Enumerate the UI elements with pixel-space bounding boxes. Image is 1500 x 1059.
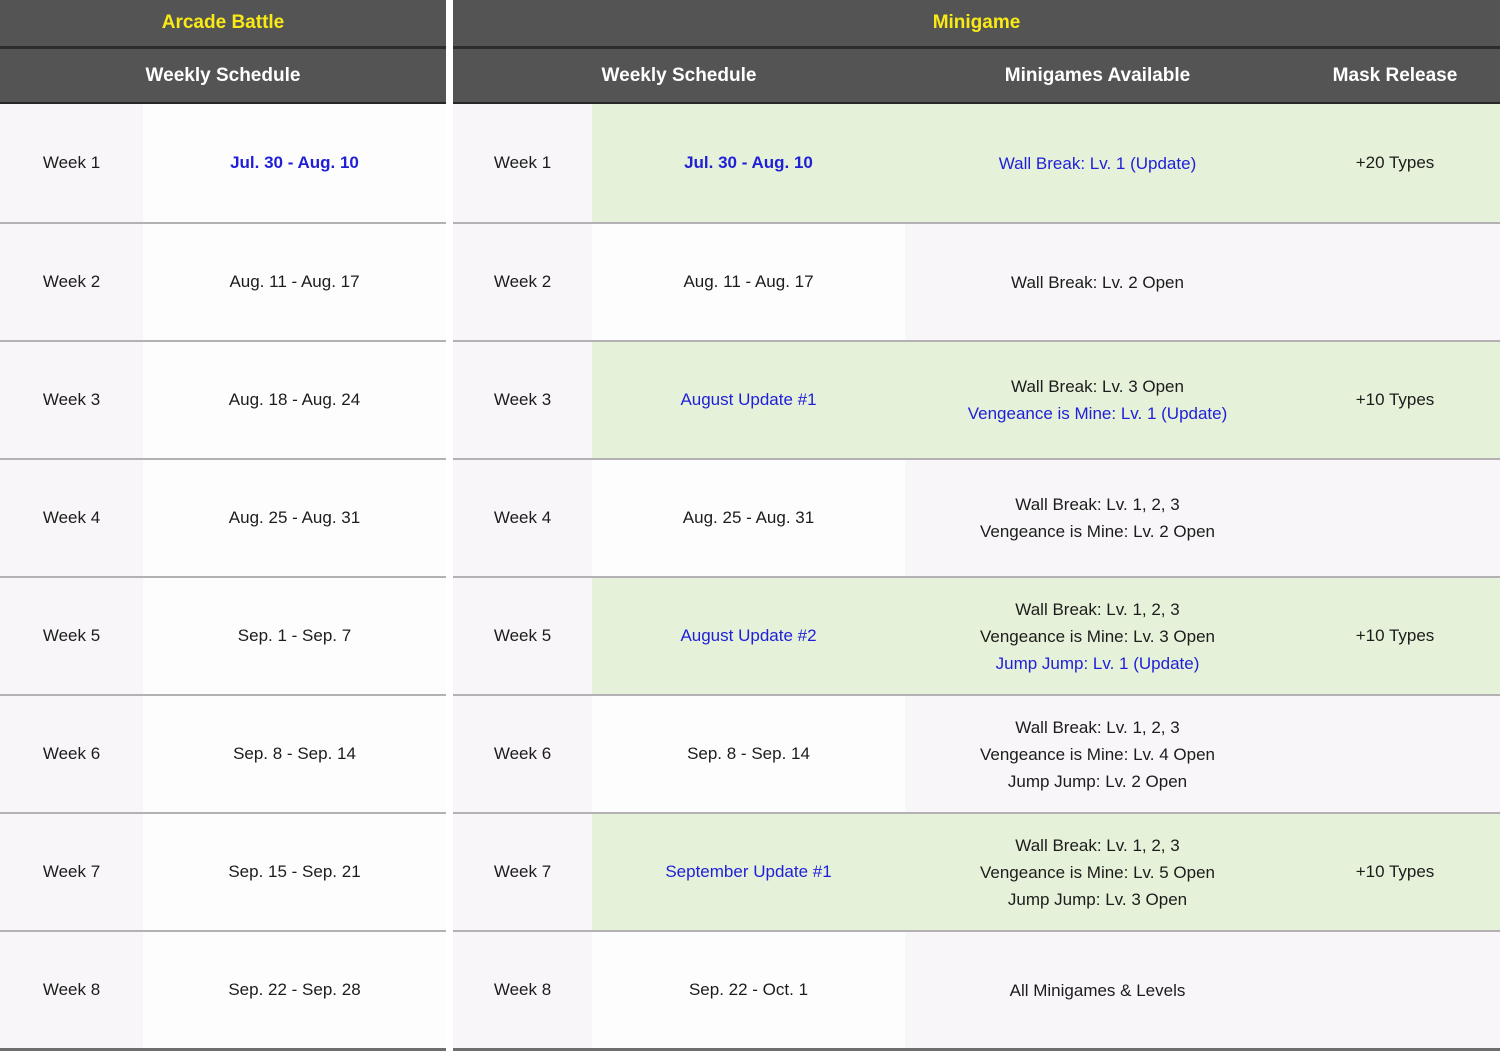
minigame-table: Minigame Weekly Schedule Minigames Avail… <box>453 0 1500 1051</box>
minigame-line: Wall Break: Lv. 3 Open <box>1011 377 1184 396</box>
schedule-value: September Update #1 <box>592 814 905 930</box>
week-label: Week 6 <box>0 696 143 812</box>
schedule-value: Jul. 30 - Aug. 10 <box>592 104 905 222</box>
week-label: Week 1 <box>0 104 143 222</box>
arcade-battle-table: Arcade Battle Weekly Schedule Week 1 Jul… <box>0 0 446 1051</box>
minigame-line: Vengeance is Mine: Lv. 2 Open <box>979 522 1215 541</box>
minigame-line: Vengeance is Mine: Lv. 1 (Update) <box>967 404 1228 423</box>
mask-release-value: +10 Types <box>1290 578 1500 694</box>
mask-release-value <box>1290 224 1500 340</box>
schedule-value: Jul. 30 - Aug. 10 <box>143 104 446 222</box>
table-row: Week 2 Aug. 11 - Aug. 17 Wall Break: Lv.… <box>453 222 1500 340</box>
week-label: Week 2 <box>0 224 143 340</box>
week-label: Week 7 <box>453 814 592 930</box>
mask-release-value <box>1290 460 1500 576</box>
arcade-battle-rows: Week 1 Jul. 30 - Aug. 10 Week 2 Aug. 11 … <box>0 104 446 1048</box>
minigames-cell: Wall Break: Lv. 1, 2, 3 Vengeance is Min… <box>905 814 1290 930</box>
table-row: Week 6 Sep. 8 - Sep. 14 <box>0 694 446 812</box>
week-label: Week 4 <box>0 460 143 576</box>
table-row: Week 4 Aug. 25 - Aug. 31 Wall Break: Lv.… <box>453 458 1500 576</box>
week-label: Week 3 <box>453 342 592 458</box>
minigame-line: Wall Break: Lv. 1, 2, 3 <box>1015 495 1180 514</box>
table-row: Week 4 Aug. 25 - Aug. 31 <box>0 458 446 576</box>
minigames-cell: Wall Break: Lv. 2 Open <box>905 224 1290 340</box>
table-row: Week 5 Sep. 1 - Sep. 7 <box>0 576 446 694</box>
minigame-line: Jump Jump: Lv. 1 (Update) <box>995 653 1200 673</box>
mask-release-value <box>1290 932 1500 1048</box>
minigame-title: Minigame <box>453 0 1500 49</box>
schedule-value: Sep. 22 - Oct. 1 <box>592 932 905 1048</box>
minigames-cell: All Minigames & Levels <box>905 932 1290 1048</box>
table-row: Week 8 Sep. 22 - Sep. 28 <box>0 930 446 1048</box>
table-row: Week 1 Jul. 30 - Aug. 10 <box>0 104 446 222</box>
week-label: Week 5 <box>453 578 592 694</box>
minigame-line: All Minigames & Levels <box>1009 980 1186 1000</box>
schedule-value: Sep. 15 - Sep. 21 <box>143 814 446 930</box>
minigame-rows: Week 1 Jul. 30 - Aug. 10 Wall Break: Lv.… <box>453 104 1500 1048</box>
week-label: Week 6 <box>453 696 592 812</box>
schedule-value: Sep. 8 - Sep. 14 <box>592 696 905 812</box>
mask-release-value: +10 Types <box>1290 342 1500 458</box>
minigame-line: Wall Break: Lv. 1, 2, 3 <box>1015 717 1180 737</box>
minigame-line: Wall Break: Lv. 1, 2, 3 <box>1015 835 1180 855</box>
mask-release-value: +10 Types <box>1290 814 1500 930</box>
minigame-line: Vengeance is Mine: Lv. 3 Open <box>979 626 1215 646</box>
mask-release-value: +20 Types <box>1290 104 1500 222</box>
week-label: Week 7 <box>0 814 143 930</box>
column-header-weekly-schedule: Weekly Schedule <box>601 64 757 86</box>
minigames-cell: Wall Break: Lv. 1 (Update) <box>905 104 1290 222</box>
arcade-battle-title: Arcade Battle <box>0 0 446 49</box>
week-label: Week 4 <box>453 460 592 576</box>
minigame-line: Wall Break: Lv. 2 Open <box>1011 272 1184 292</box>
mask-release-value <box>1290 696 1500 812</box>
column-header-minigames-available: Minigames Available <box>1004 64 1191 86</box>
table-row: Week 3 August Update #1 Wall Break: Lv. … <box>453 340 1500 458</box>
week-label: Week 5 <box>0 578 143 694</box>
table-row: Week 1 Jul. 30 - Aug. 10 Wall Break: Lv.… <box>453 104 1500 222</box>
schedule-value: Aug. 18 - Aug. 24 <box>143 342 446 458</box>
table-row: Week 7 September Update #1 Wall Break: L… <box>453 812 1500 930</box>
table-row: Week 8 Sep. 22 - Oct. 1 All Minigames & … <box>453 930 1500 1048</box>
column-header-mask-release: Mask Release <box>1332 64 1458 86</box>
schedule-value: Sep. 8 - Sep. 14 <box>143 696 446 812</box>
minigames-cell: Wall Break: Lv. 1, 2, 3 Vengeance is Min… <box>905 578 1290 694</box>
minigame-line: Vengeance is Mine: Lv. 5 Open <box>979 862 1215 882</box>
table-row: Week 6 Sep. 8 - Sep. 14 Wall Break: Lv. … <box>453 694 1500 812</box>
table-row: Week 5 August Update #2 Wall Break: Lv. … <box>453 576 1500 694</box>
schedule-value: Sep. 1 - Sep. 7 <box>143 578 446 694</box>
schedule-value: Aug. 11 - Aug. 17 <box>143 224 446 340</box>
minigame-line: Jump Jump: Lv. 3 Open <box>1007 889 1188 909</box>
table-row: Week 3 Aug. 18 - Aug. 24 <box>0 340 446 458</box>
minigame-header-row: Weekly Schedule Minigames Available Mask… <box>453 49 1500 104</box>
column-header-weekly-schedule: Weekly Schedule <box>145 64 301 86</box>
minigame-line: Wall Break: Lv. 1 (Update) <box>998 153 1197 173</box>
minigames-cell: Wall Break: Lv. 1, 2, 3 Vengeance is Min… <box>905 696 1290 812</box>
schedule-value: Aug. 25 - Aug. 31 <box>592 460 905 576</box>
schedule-value: Aug. 11 - Aug. 17 <box>592 224 905 340</box>
week-label: Week 3 <box>0 342 143 458</box>
schedule-value: Sep. 22 - Sep. 28 <box>143 932 446 1048</box>
schedule-value: August Update #1 <box>592 342 905 458</box>
week-label: Week 8 <box>453 932 592 1048</box>
week-label: Week 8 <box>0 932 143 1048</box>
table-row: Week 7 Sep. 15 - Sep. 21 <box>0 812 446 930</box>
minigame-line: Wall Break: Lv. 1, 2, 3 <box>1015 599 1180 619</box>
table-row: Week 2 Aug. 11 - Aug. 17 <box>0 222 446 340</box>
minigames-cell: Wall Break: Lv. 3 Open Vengeance is Mine… <box>905 342 1290 458</box>
schedule-value: Aug. 25 - Aug. 31 <box>143 460 446 576</box>
schedule-value: August Update #2 <box>592 578 905 694</box>
minigame-line: Jump Jump: Lv. 2 Open <box>1007 771 1188 791</box>
arcade-battle-header-row: Weekly Schedule <box>0 49 446 104</box>
minigames-cell: Wall Break: Lv. 1, 2, 3 Vengeance is Min… <box>905 460 1290 576</box>
week-label: Week 1 <box>453 104 592 222</box>
week-label: Week 2 <box>453 224 592 340</box>
minigame-line: Vengeance is Mine: Lv. 4 Open <box>979 744 1215 764</box>
